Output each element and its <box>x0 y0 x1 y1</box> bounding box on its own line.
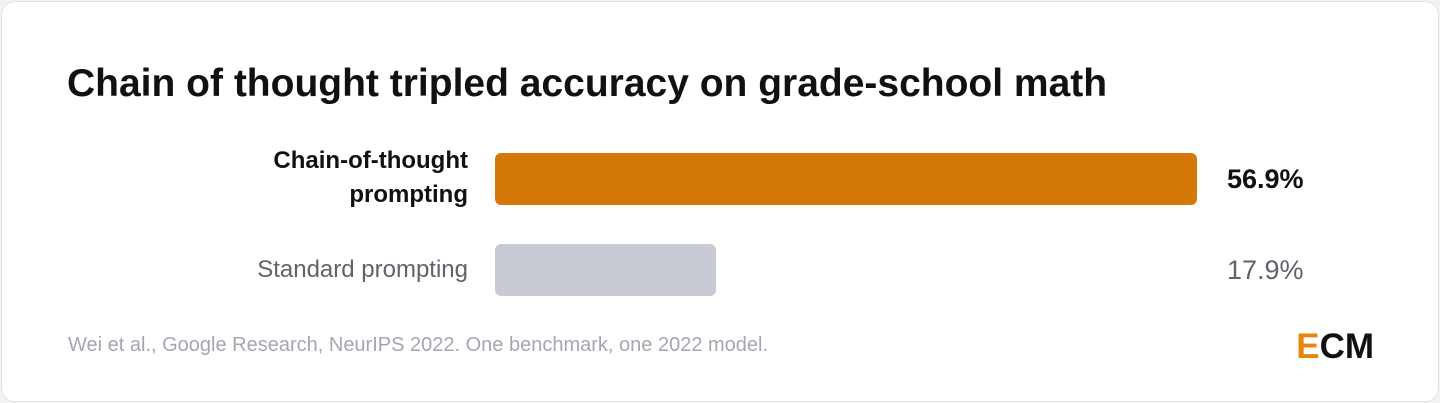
category-label: Standard prompting <box>257 256 468 283</box>
logo-text: CM <box>1319 327 1374 366</box>
value-label: 56.9% <box>1227 164 1304 194</box>
chart-title: Chain of thought tripled accuracy on gra… <box>67 62 1108 105</box>
category-label: Chain-of-thought prompting <box>273 147 468 208</box>
value-label: 17.9% <box>1227 255 1304 285</box>
logo-accent: E <box>1296 327 1320 366</box>
logo: ECM <box>1296 327 1374 367</box>
bar <box>495 244 716 296</box>
source-note: Wei et al., Google Research, NeurIPS 202… <box>68 334 769 356</box>
bar <box>495 153 1197 205</box>
